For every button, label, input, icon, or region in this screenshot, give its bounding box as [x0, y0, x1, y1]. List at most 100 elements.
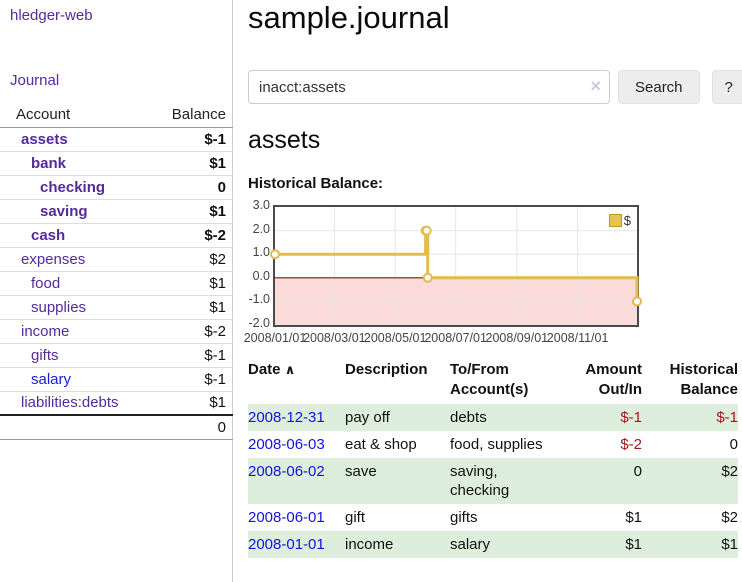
transaction-accounts: food, supplies: [450, 436, 543, 453]
account-row: gifts $-1: [0, 343, 233, 368]
account-row: checking 0: [0, 175, 233, 200]
account-link[interactable]: income: [21, 322, 70, 340]
x-tick-label: 2008/01/01: [243, 331, 307, 345]
account-balance: $1: [153, 271, 233, 296]
transaction-date-link[interactable]: 2008-06-01: [248, 509, 325, 526]
sidebar-item-journal[interactable]: Journal: [10, 72, 60, 89]
account-link[interactable]: supplies: [31, 298, 87, 316]
x-tick-label: 2008/09/01: [485, 331, 549, 345]
account-row: cash $-2: [0, 223, 233, 248]
transaction-date-link[interactable]: 2008-06-02: [248, 463, 325, 480]
transaction-accounts: salary: [450, 531, 568, 558]
account-link[interactable]: bank: [31, 154, 67, 172]
transaction-row[interactable]: 2008-12-31 pay off debts $-1 $-1: [248, 404, 738, 431]
register-table: Date ∧ Description To/From Account(s) Am…: [248, 357, 738, 558]
search-input[interactable]: [248, 70, 610, 104]
historical-balance-chart: 3.0 2.0 1.0 0.0 -1.0 -2.0 $ 2008/01/01 2008/03…: [244, 198, 694, 350]
search-form: × Search ?: [248, 70, 742, 104]
account-row: bank $1: [0, 151, 233, 176]
transaction-amount: $1: [568, 531, 642, 558]
account-balance: $-1: [153, 343, 233, 368]
transaction-date-link[interactable]: 2008-12-31: [248, 409, 325, 426]
transaction-description: income: [345, 531, 450, 558]
transaction-balance: $1: [642, 531, 738, 558]
main-content: sample.journal × Search ? assets Histori…: [244, 0, 742, 582]
accounts-table: Account Balance assets $-1 bank $1 check…: [0, 103, 233, 440]
transaction-balance: $2: [721, 509, 738, 526]
account-balance: 0: [153, 175, 233, 200]
account-balance: $-1: [153, 367, 233, 392]
register-col-description: Description: [345, 361, 428, 378]
register-col-accounts: To/From Account(s): [450, 361, 529, 398]
transaction-row[interactable]: 2008-01-01 income salary $1 $1: [248, 531, 738, 558]
account-link[interactable]: saving: [40, 202, 88, 220]
legend-swatch-icon: [608, 214, 622, 227]
transaction-row[interactable]: 2008-06-02 save saving, checking 0 $2: [248, 458, 738, 504]
register-col-balance: Historical Balance: [669, 361, 738, 398]
account-row: salary $-1: [0, 367, 233, 392]
account-balance: $1: [153, 295, 233, 320]
account-link[interactable]: salary: [31, 370, 72, 388]
data-point[interactable]: [422, 272, 433, 283]
account-link[interactable]: liabilities:debts: [21, 394, 119, 412]
transaction-description: gift: [345, 509, 366, 526]
transaction-description: pay off: [345, 404, 450, 431]
x-tick-label: 2008/11/01: [546, 331, 609, 345]
transaction-amount: $-2: [620, 436, 642, 453]
account-balance: $-1: [153, 127, 233, 152]
y-tick-label: -1.0: [248, 292, 270, 307]
transaction-date-link[interactable]: 2008-01-01: [248, 536, 325, 553]
transaction-accounts: gifts: [450, 509, 478, 526]
account-balance: $2: [153, 247, 233, 272]
transaction-balance: $2: [642, 458, 738, 504]
y-tick-label: -2.0: [248, 316, 270, 330]
data-point[interactable]: [632, 296, 642, 307]
y-tick-label: 0.0: [252, 268, 270, 283]
accounts-header-row: Account Balance: [0, 103, 233, 128]
page-title: sample.journal: [248, 0, 450, 35]
transaction-row[interactable]: 2008-06-01 gift gifts $1 $2: [248, 504, 738, 531]
account-balance: $-2: [153, 223, 233, 248]
transaction-amount: 0: [568, 458, 642, 504]
transaction-description: save: [345, 458, 450, 504]
data-point[interactable]: [421, 225, 432, 236]
search-button[interactable]: Search: [618, 70, 700, 104]
account-link[interactable]: cash: [31, 226, 66, 244]
account-row: income $-2: [0, 319, 233, 344]
transaction-accounts: debts: [450, 404, 568, 431]
accounts-col-balance: Balance: [153, 103, 233, 128]
x-tick-label: 2008/07/01: [424, 331, 487, 345]
transaction-balance: $-1: [642, 404, 738, 431]
account-row: food $1: [0, 271, 233, 296]
plot-area: $: [270, 205, 642, 327]
app-title-link[interactable]: hledger-web: [10, 7, 93, 24]
accounts-total-value: 0: [153, 414, 233, 440]
transaction-description: eat & shop: [345, 436, 417, 453]
chart-heading: Historical Balance:: [248, 175, 384, 192]
account-balance: $1: [153, 391, 233, 416]
sort-ascending-icon: ∧: [284, 362, 296, 377]
account-link[interactable]: food: [31, 274, 61, 292]
account-link[interactable]: gifts: [31, 346, 59, 364]
register-header-row: Date ∧ Description To/From Account(s) Am…: [248, 357, 738, 404]
y-tick-label: 3.0: [252, 198, 270, 212]
account-heading: assets: [248, 126, 321, 154]
account-row: assets $-1: [0, 127, 233, 152]
x-tick-label: 2008/05/01: [363, 331, 427, 345]
account-link[interactable]: assets: [21, 130, 68, 148]
account-link[interactable]: checking: [40, 178, 106, 196]
register-col-date[interactable]: Date ∧: [248, 361, 296, 378]
chart-legend: $: [608, 213, 631, 228]
account-link[interactable]: expenses: [21, 250, 86, 268]
sidebar: hledger-web Journal Account Balance asse…: [0, 0, 233, 582]
clear-search-icon[interactable]: ×: [590, 76, 601, 96]
transaction-date-link[interactable]: 2008-06-03: [248, 436, 325, 453]
register-col-amount: Amount Out/In: [585, 361, 642, 398]
account-balance: $1: [153, 199, 233, 224]
account-row: saving $1: [0, 199, 233, 224]
data-point[interactable]: [270, 249, 280, 260]
help-button[interactable]: ?: [711, 70, 742, 104]
balance-chart-plot[interactable]: [270, 207, 642, 325]
account-balance: $1: [153, 151, 233, 176]
transaction-row[interactable]: 2008-06-03 eat & shop food, supplies $-2…: [248, 431, 738, 458]
